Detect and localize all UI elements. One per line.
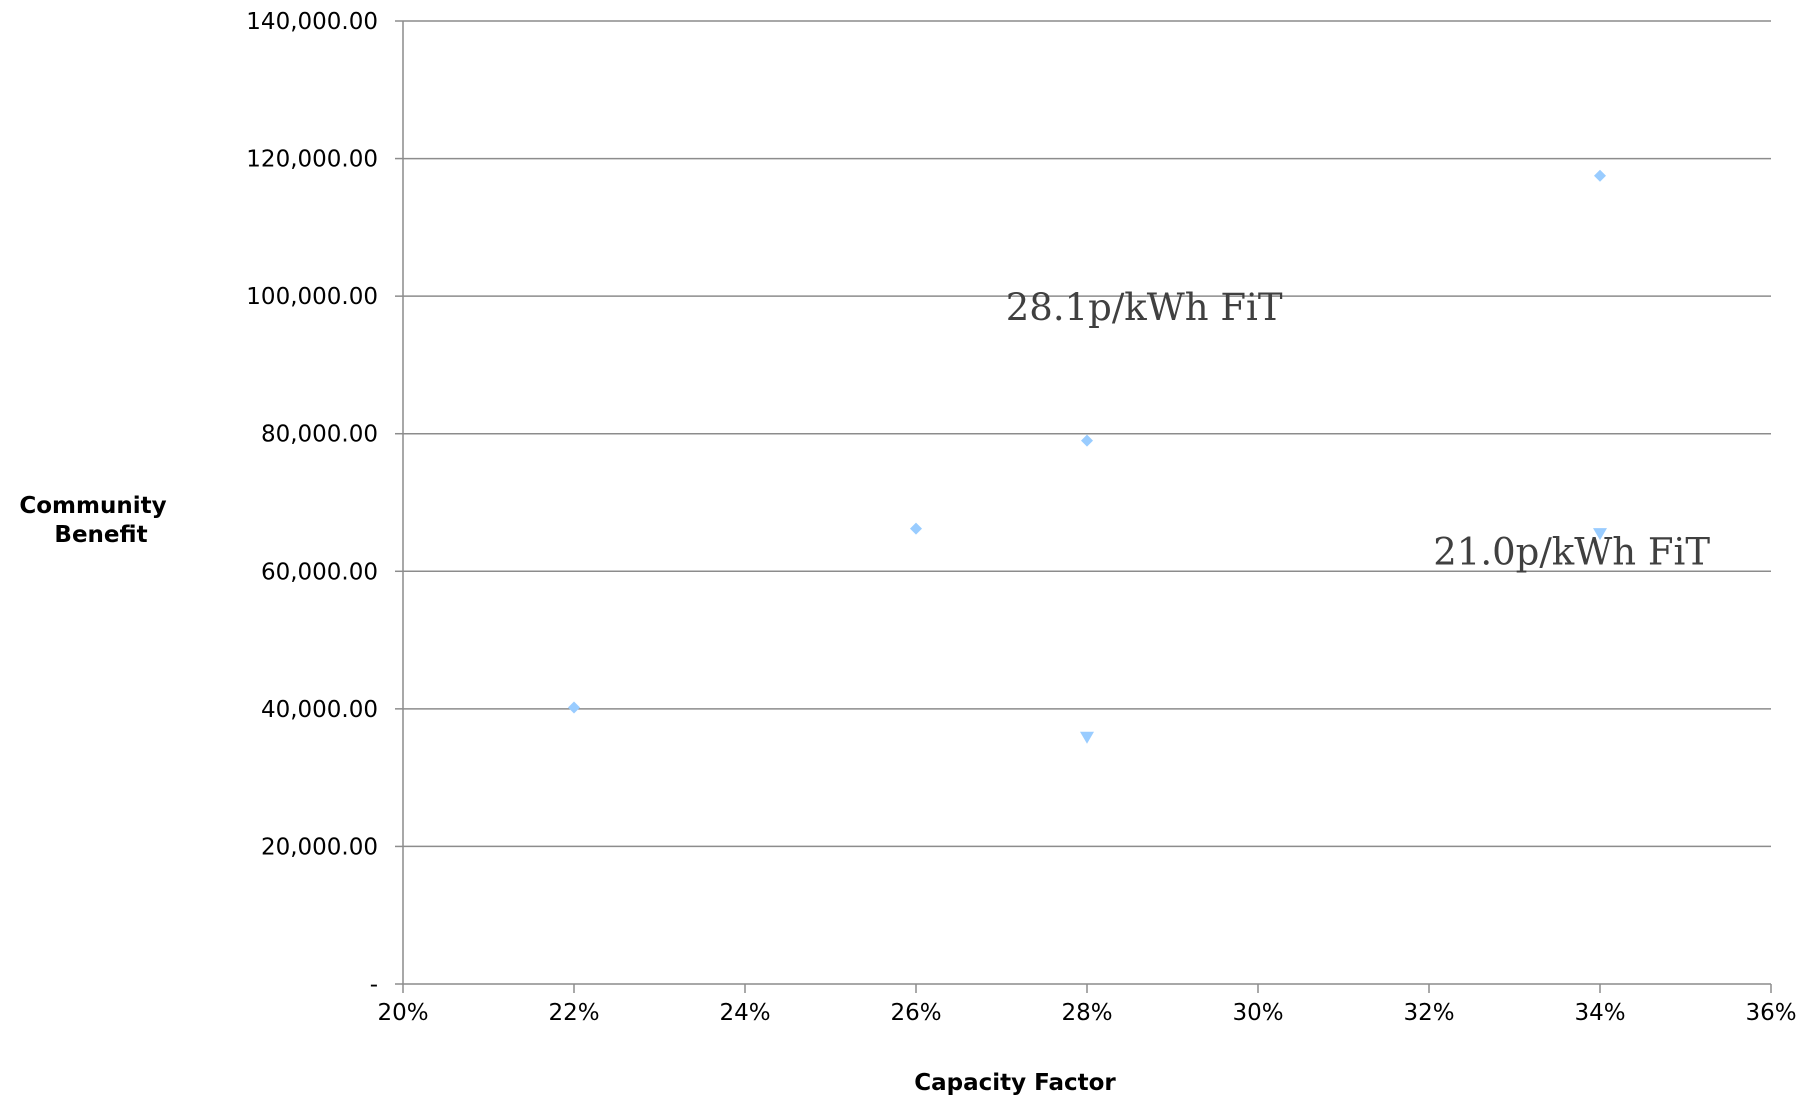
x-tick-label: 26%: [890, 1000, 941, 1026]
x-tick-label: 24%: [719, 1000, 770, 1026]
y-tick-label: 20,000.00: [261, 834, 378, 860]
y-tick-label: 80,000.00: [261, 422, 378, 448]
y-axis-ticks: - 20,000.00 40,000.00 60,000.00 80,000.00 100…: [246, 9, 403, 998]
x-axis-title: Capacity Factor: [914, 1070, 1116, 1096]
y-tick-label: 140,000.00: [246, 9, 378, 35]
gridlines: [403, 20, 1771, 848]
annotation-label: 21.0p/kWh FiT: [1433, 530, 1710, 573]
x-tick-label: 20%: [377, 1000, 428, 1026]
data-point-series-2: [1593, 528, 1607, 541]
x-tick-label: 28%: [1061, 1000, 1112, 1026]
x-tick-label: 22%: [548, 1000, 599, 1026]
y-axis-title: Community Benefit: [19, 493, 174, 548]
x-axis-ticks: 20% 22% 24% 26% 28% 30% 32% 34% 36%: [377, 984, 1797, 1026]
annotations: 28.1p/kWh FiT 21.0p/kWh FiT: [1006, 286, 1711, 573]
annotation-label: 28.1p/kWh FiT: [1006, 286, 1283, 329]
x-tick-label: 34%: [1574, 1000, 1625, 1026]
y-tick-label: -: [370, 972, 378, 998]
y-tick-label: 120,000.00: [246, 147, 378, 173]
data-points: [568, 169, 1607, 744]
data-point-series-1: [1081, 434, 1093, 447]
data-point-series-2: [1080, 731, 1094, 744]
y-axis-title-line-1: Community: [19, 493, 166, 519]
y-tick-label: 60,000.00: [261, 559, 378, 585]
y-tick-label: 40,000.00: [261, 697, 378, 723]
y-tick-label: 100,000.00: [246, 284, 378, 310]
x-tick-label: 30%: [1232, 1000, 1283, 1026]
data-point-series-1: [910, 522, 922, 535]
data-point-series-1: [568, 701, 580, 714]
x-tick-label: 36%: [1745, 1000, 1796, 1026]
x-tick-label: 32%: [1403, 1000, 1454, 1026]
data-point-series-1: [1594, 169, 1606, 182]
axes: [402, 21, 1771, 985]
y-axis-title-line-2: Benefit: [54, 522, 147, 548]
